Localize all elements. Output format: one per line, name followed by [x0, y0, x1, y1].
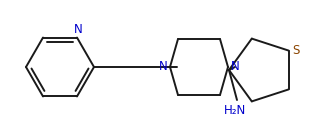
Text: S: S	[293, 44, 300, 57]
Text: N: N	[231, 60, 239, 74]
Text: N: N	[159, 60, 167, 74]
Text: N: N	[74, 23, 82, 36]
Text: H₂N: H₂N	[224, 104, 246, 117]
